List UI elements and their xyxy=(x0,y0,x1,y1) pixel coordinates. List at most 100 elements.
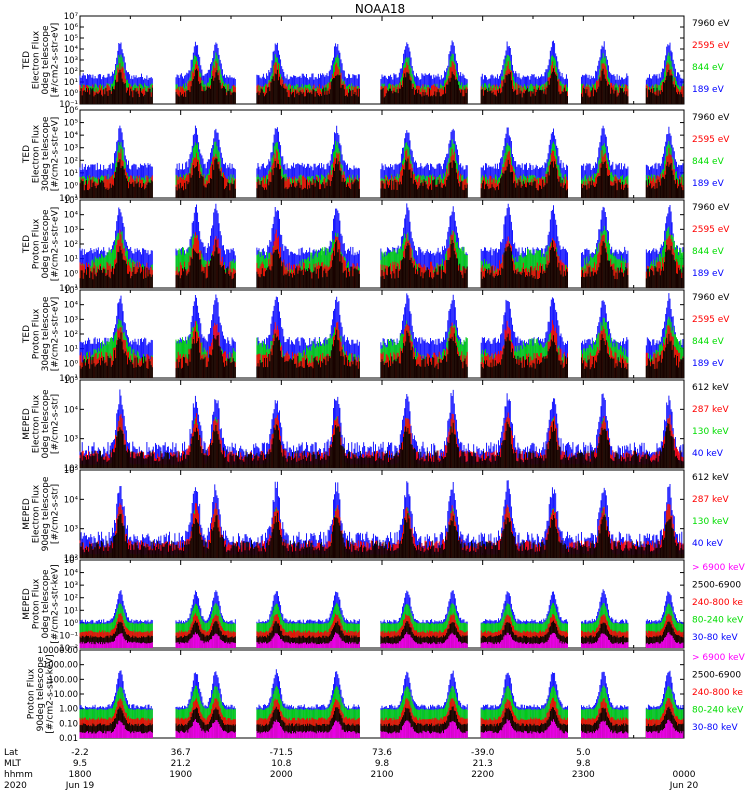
y-tick-label: 10⁶ xyxy=(64,23,79,33)
y-axis-label-line: Electron Flux xyxy=(31,394,41,453)
y-tick-label: 10³ xyxy=(64,435,78,445)
series-black-marks xyxy=(79,68,684,104)
legend-entry: 130 keV xyxy=(692,517,729,527)
y-axis-label-line: 0deg telescope xyxy=(41,389,51,459)
y-axis-label-line: [#/cm2-s-str-keV] xyxy=(50,564,60,643)
legend-entry: 130 keV xyxy=(692,427,729,437)
y-tick-label: 10² xyxy=(64,464,78,474)
y-axis-label-line: TED xyxy=(22,325,32,344)
y-tick-label: 10⁻¹ xyxy=(59,100,78,110)
x-axis-row-label: MLT xyxy=(4,759,22,769)
y-tick-label: 10¹ xyxy=(64,255,78,265)
y-tick-label: 10⁵ xyxy=(64,556,78,566)
legend-entry: 2595 eV xyxy=(692,225,730,235)
y-axis-label: TED Proton Flux 0deg telescope [#/cm2-s-str… xyxy=(22,207,61,282)
y-tick-label: 10³ xyxy=(64,144,78,154)
y-axis-label-line: Proton Flux xyxy=(27,668,37,719)
x-tick-label-mlt: 9.8 xyxy=(576,759,591,769)
x-tick-label-hhmm: 2100 xyxy=(371,770,394,780)
y-axis-label-line: [#/cm2-s-str-keV] xyxy=(46,654,56,733)
y-axis-label-line: MEPED xyxy=(22,588,32,620)
y-axis-label-line: TED xyxy=(22,235,32,254)
y-axis-label-line: Electron Flux xyxy=(31,124,41,183)
y-tick-label: 1.00 xyxy=(59,705,78,715)
y-axis-label-line: [#/cm2-s-str-eV] xyxy=(50,23,60,98)
y-axis-label: MEPED Proton Flux 0deg telescope [#/cm2-s-s… xyxy=(22,564,61,643)
y-tick-label: 10⁻¹ xyxy=(59,194,78,204)
legend-entry: 844 eV xyxy=(692,63,725,73)
y-axis-label-line: MEPED xyxy=(22,408,32,440)
chart-title: NOAA18 xyxy=(355,2,405,16)
legend-entry: 80-240 keV xyxy=(692,616,744,626)
series-black-marks xyxy=(79,421,684,468)
x-tick-label-lat: -2.2 xyxy=(71,748,89,758)
x-tick-label-mlt: 10.8 xyxy=(271,759,291,769)
y-axis-label-line: [#/cm2-s-str-eV] xyxy=(50,297,60,372)
legend-entry: 30-80 keV xyxy=(692,723,738,733)
y-axis-label-line: 30deg telescope xyxy=(41,296,51,371)
y-tick-label: 10⁰ xyxy=(64,359,79,369)
legend-entry: 7960 eV xyxy=(692,113,730,123)
y-axis-label-line: [#/cm2-s-str-eV] xyxy=(50,117,60,192)
legend-entry: 7960 eV xyxy=(692,19,730,29)
y-tick-label: 10000.00 xyxy=(37,646,78,656)
y-tick-label: 10⁰ xyxy=(64,89,79,99)
x-tick-label-lat: 36.7 xyxy=(171,748,191,758)
x-tick-label-hhmm: 1800 xyxy=(69,770,92,780)
y-axis-label-line: [#/cm2-s-str] xyxy=(50,394,60,454)
legend-entry: 2595 eV xyxy=(692,135,730,145)
y-tick-label: 0.10 xyxy=(59,719,78,729)
y-tick-label: 10³ xyxy=(64,525,78,535)
y-tick-label: 10¹ xyxy=(64,78,78,88)
y-axis-label: TED Proton Flux 30deg telescope [#/cm2-s-st… xyxy=(22,296,61,371)
y-tick-label: 10² xyxy=(64,156,78,166)
legend-entry: 80-240 keV xyxy=(692,706,744,716)
y-axis-label-line: 0deg telescope xyxy=(41,25,51,95)
y-axis-label: TED Electron Flux 30deg telescope [#/cm2-s-… xyxy=(22,116,61,191)
legend-entry: 40 keV xyxy=(692,539,724,549)
series-marks xyxy=(79,203,684,288)
y-tick-label: 10⁴ xyxy=(64,569,79,579)
series-marks xyxy=(79,669,684,738)
series-magenta-marks xyxy=(79,632,684,648)
y-tick-label: 10³ xyxy=(64,315,78,325)
legend-entry: 612 keV xyxy=(692,383,729,393)
series-black-marks xyxy=(79,158,684,198)
legend-entry: 2500-6900 xyxy=(692,671,741,681)
x-axis-row-label: 2020 xyxy=(4,781,27,791)
y-axis-label-line: TED xyxy=(22,51,32,70)
y-axis-label-line: 0deg telescope xyxy=(41,569,51,639)
y-tick-label: 10⁶ xyxy=(64,106,79,116)
x-tick-label-mlt: 21.2 xyxy=(171,759,191,769)
y-tick-label: 10⁵ xyxy=(64,286,78,296)
y-tick-label: 10⁵ xyxy=(64,196,78,206)
x-tick-label-hhmm: 2200 xyxy=(471,770,494,780)
x-tick-label-hhmm: 2000 xyxy=(270,770,293,780)
y-tick-label: 10⁴ xyxy=(64,405,79,415)
y-tick-label: 10³ xyxy=(64,225,78,235)
x-tick-label-mlt: 9.5 xyxy=(73,759,87,769)
series-magenta-marks xyxy=(79,719,684,738)
x-tick-label-date: Jun 19 xyxy=(65,781,95,791)
y-axis-label-line: Proton Flux xyxy=(31,578,41,629)
y-tick-label: 10⁴ xyxy=(64,45,79,55)
y-axis-label-line: 0deg telescope xyxy=(41,209,51,279)
series-marks xyxy=(79,480,684,558)
y-tick-label: 10² xyxy=(64,330,78,340)
panel-8: 0.010.101.0010.00100.001000.0010000.00Pr… xyxy=(27,646,746,744)
y-axis-label-line: MEPED xyxy=(22,498,32,530)
y-tick-label: 10³ xyxy=(64,581,78,591)
y-axis-label-line: Electron Flux xyxy=(31,30,41,89)
y-axis-label-line: Proton Flux xyxy=(31,308,41,359)
legend-entry: 240-800 ke xyxy=(692,688,743,698)
y-tick-label: 10⁵ xyxy=(64,466,78,476)
legend-entry: 612 keV xyxy=(692,473,729,483)
y-tick-label: 100.00 xyxy=(48,675,78,685)
y-axis-label-line: [#/cm2-s-str-eV] xyxy=(50,207,60,282)
y-tick-label: 10.00 xyxy=(54,690,78,700)
